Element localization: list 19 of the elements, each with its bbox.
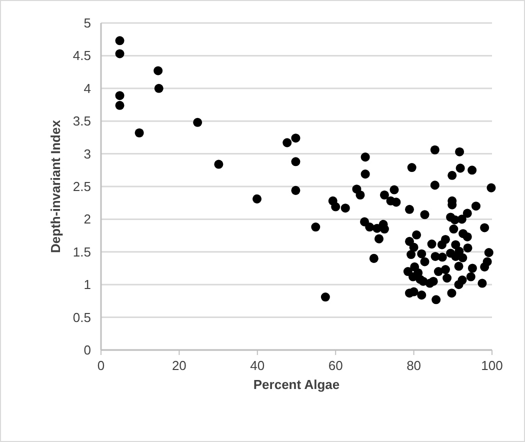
y-tick-label: 1.5	[72, 244, 91, 260]
y-tick-label: 3.5	[72, 114, 91, 129]
x-tick-label: 0	[97, 358, 105, 373]
x-tick-label: 60	[328, 358, 343, 373]
x-tick-label: 80	[406, 358, 422, 373]
x-tick-label: 40	[250, 358, 265, 373]
y-axis-title: Depth-invariant Index	[48, 119, 63, 253]
y-tick-label: 0.5	[72, 310, 91, 325]
y-tick-label: 3	[84, 146, 91, 162]
x-tick-label: 20	[172, 358, 186, 373]
x-axis-title: Percent Algae	[253, 377, 340, 392]
y-tick-label: 0	[84, 342, 91, 358]
y-tick-label: 5	[84, 16, 91, 30]
y-tick-label: 1	[84, 277, 91, 292]
x-tick-label: 100	[481, 358, 503, 373]
y-tick-label: 4	[84, 80, 91, 96]
y-tick-label: 2	[84, 212, 91, 227]
y-tick-label: 2.5	[72, 179, 91, 194]
y-tick-label: 4.5	[72, 48, 91, 64]
